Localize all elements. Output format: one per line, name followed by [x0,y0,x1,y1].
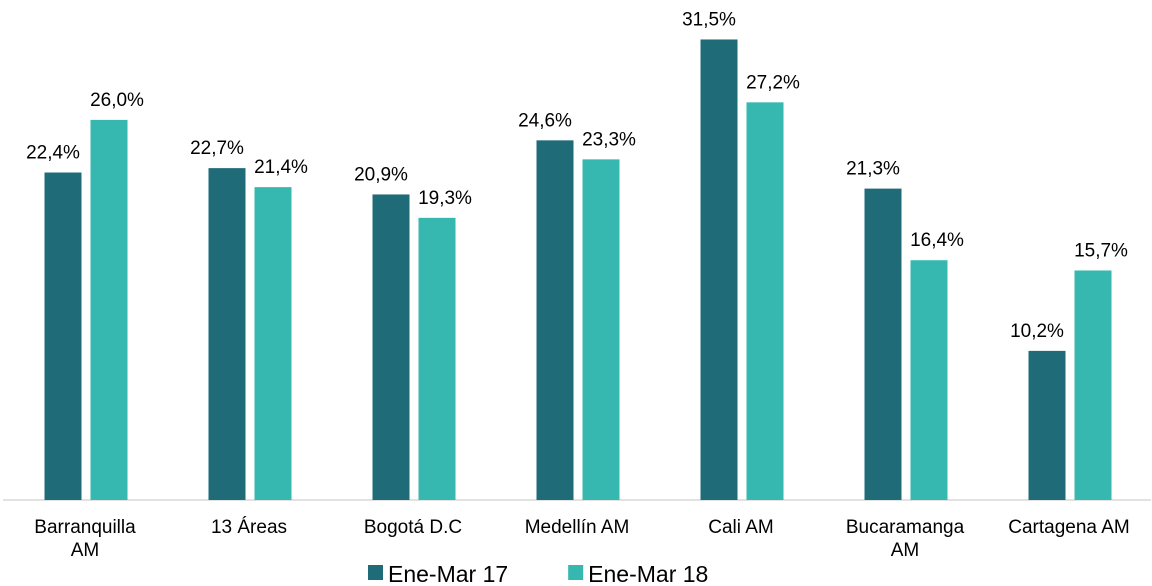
value-label: 22,7% [190,138,244,159]
value-label: 23,3% [582,129,636,150]
x-tick-label: Barranquilla AM [34,517,136,561]
value-label: 19,3% [418,188,472,209]
x-tick-label: Cartagena AM [1008,517,1130,538]
legend-label: Ene-Mar 17 [388,561,508,586]
bar [910,260,948,500]
value-label: 21,4% [254,157,308,178]
bar [864,188,902,500]
bar [208,168,246,500]
bar [1074,270,1112,500]
value-label: 24,6% [518,110,572,131]
x-tick-label: Cali AM [708,517,774,538]
x-tick-label: Medellín AM [524,517,630,538]
bar [536,140,574,500]
value-label: 21,3% [846,159,900,180]
bar [1028,350,1066,500]
bar [700,39,738,500]
bar [582,159,620,500]
value-label: 22,4% [26,143,80,164]
bar [90,119,128,500]
bar [418,217,456,501]
legend-label: Ene-Mar 18 [588,561,708,586]
value-label: 15,7% [1074,240,1128,261]
bar [44,172,82,500]
legend-swatch [568,565,584,580]
value-label: 16,4% [910,230,964,251]
value-label: 31,5% [682,9,736,30]
value-label: 27,2% [746,72,800,93]
value-label: 20,9% [354,164,408,185]
x-tick-label: 13 Áreas [210,517,288,538]
bar [254,187,292,500]
value-label: 26,0% [90,90,144,111]
value-label: 10,2% [1010,321,1064,342]
legend-swatch [368,565,383,580]
bar [372,194,410,500]
bar [746,102,784,501]
x-tick-label: Bogotá D.C [363,517,463,538]
x-tick-label: Bucaramanga AM [845,517,965,561]
